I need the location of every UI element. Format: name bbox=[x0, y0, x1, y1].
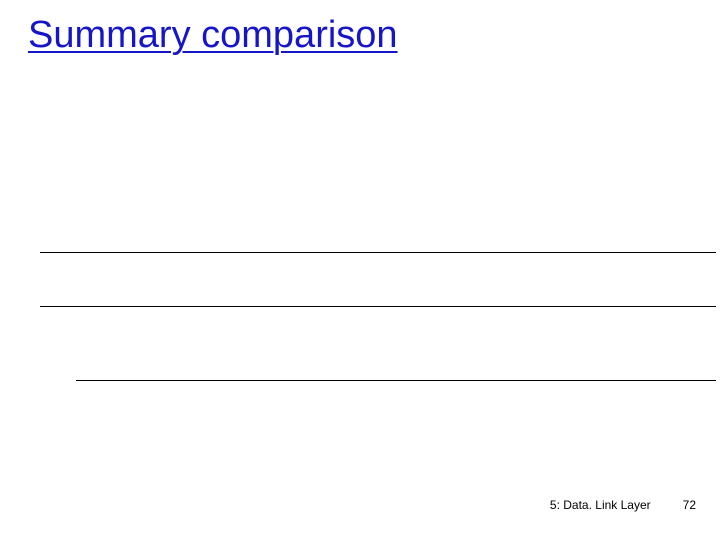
hr-2 bbox=[40, 306, 716, 307]
slide-footer: 5: Data. Link Layer 72 bbox=[550, 498, 696, 512]
hr-3 bbox=[76, 380, 716, 381]
footer-page-number: 72 bbox=[683, 498, 696, 512]
hr-1 bbox=[40, 252, 716, 253]
slide-title: Summary comparison bbox=[28, 14, 398, 57]
slide: Summary comparison 5: Data. Link Layer 7… bbox=[0, 0, 720, 540]
footer-chapter: 5: Data. Link Layer bbox=[550, 498, 651, 512]
